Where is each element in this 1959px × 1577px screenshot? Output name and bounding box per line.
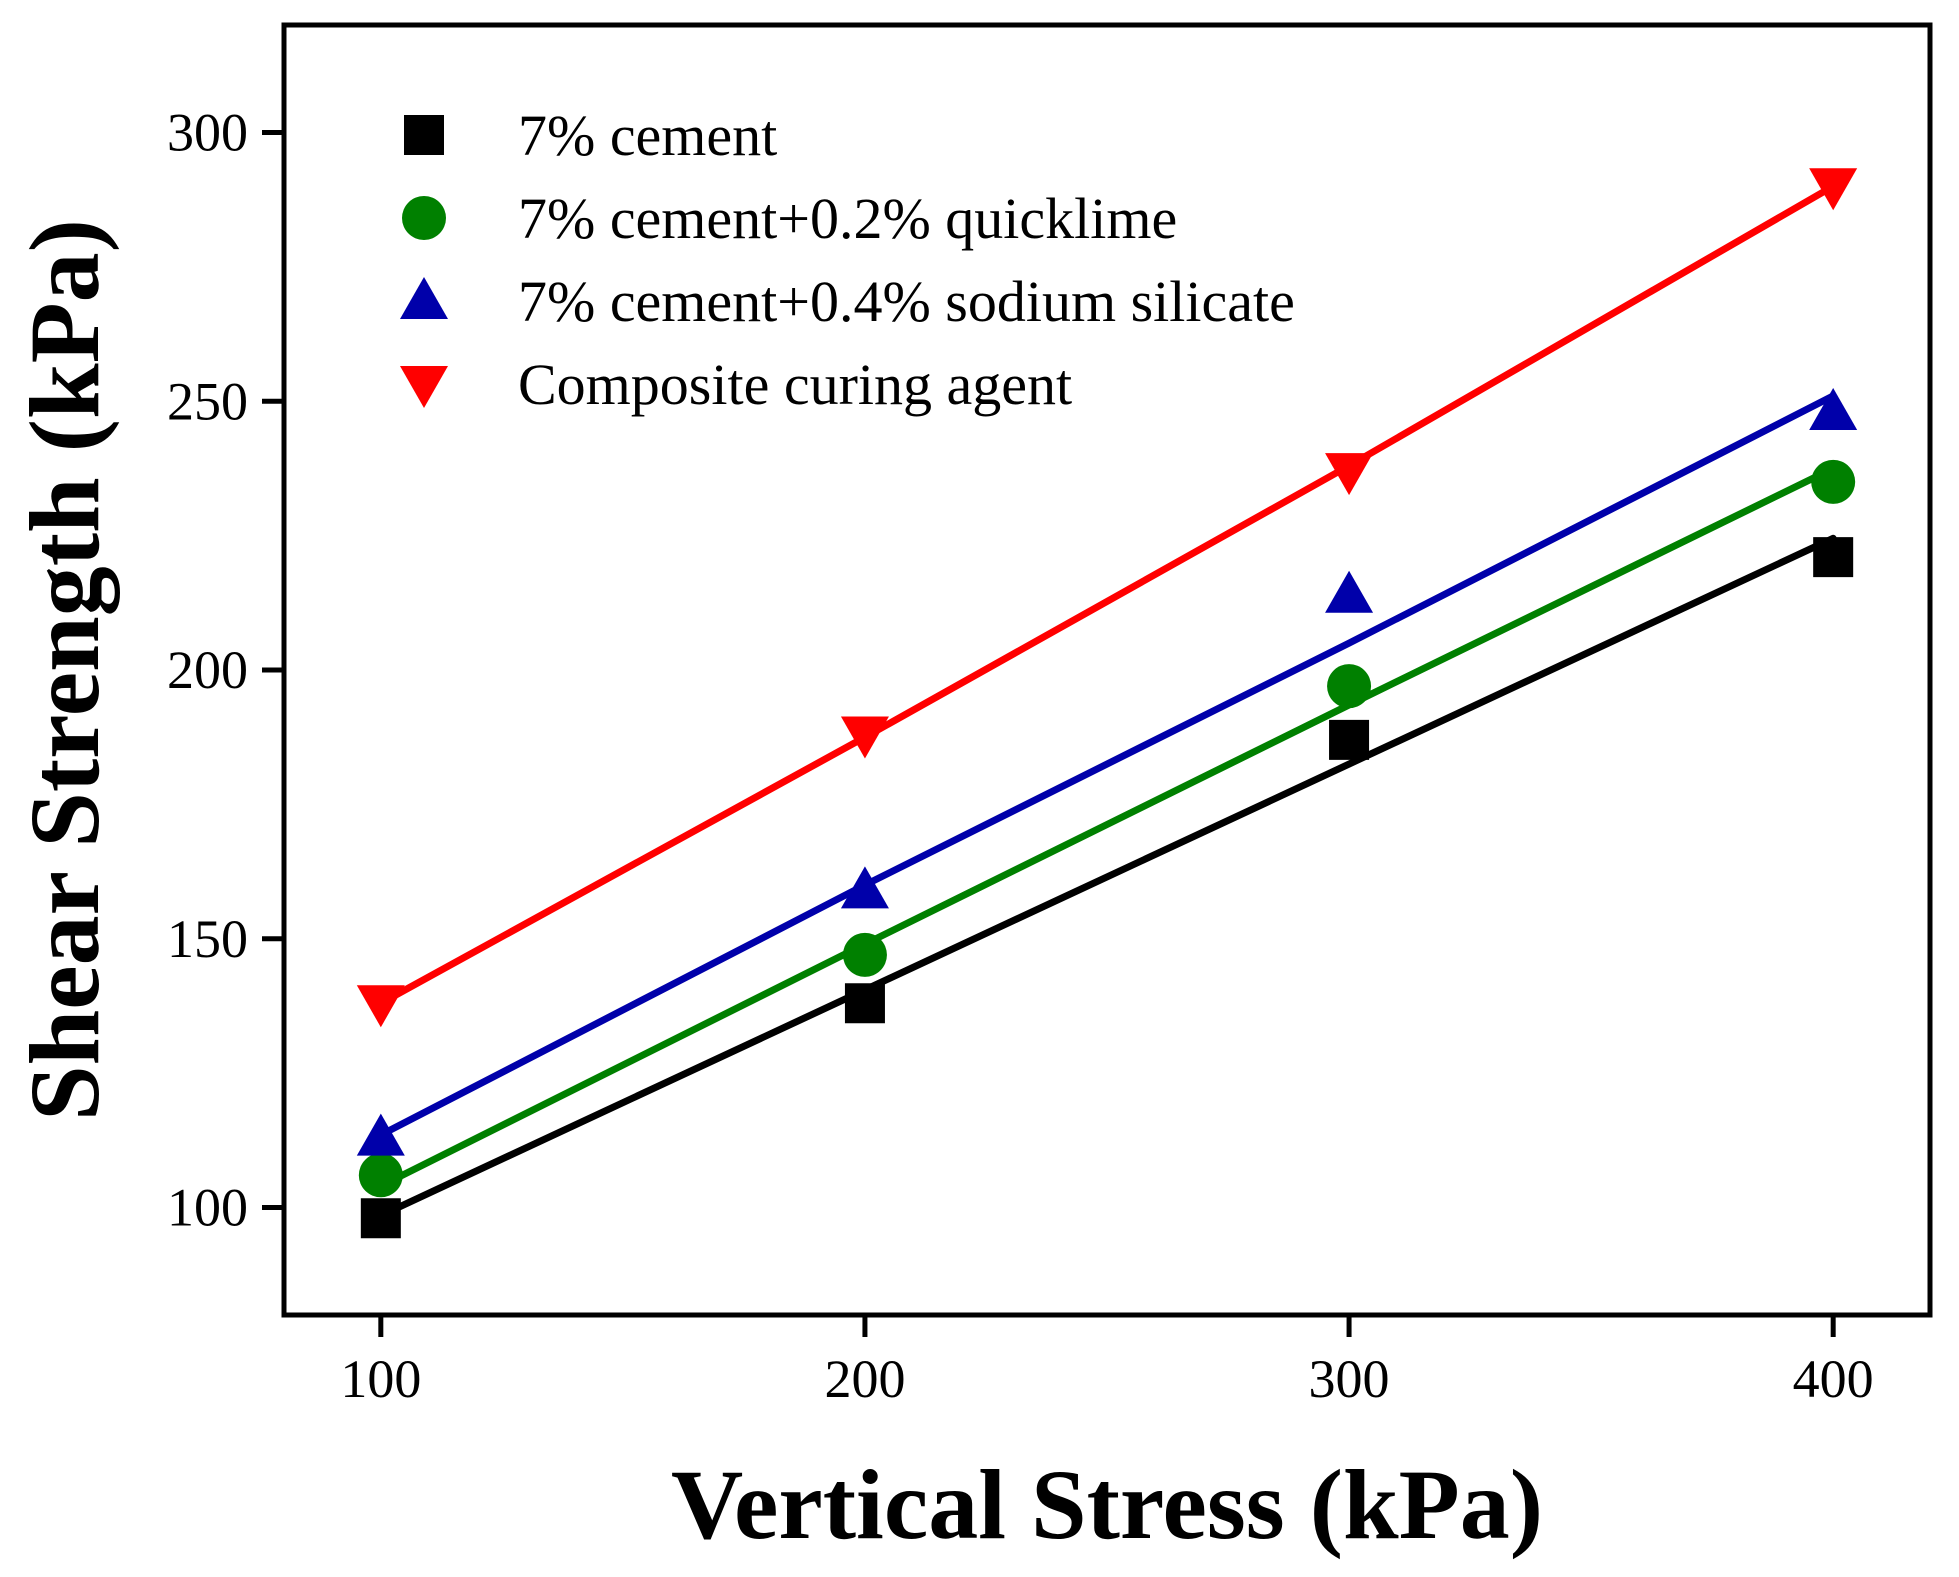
y-tick-label: 150 bbox=[167, 909, 248, 969]
data-point bbox=[1809, 168, 1858, 211]
legend-label: 7% cement+0.2% quicklime bbox=[518, 186, 1177, 251]
data-point bbox=[1325, 570, 1374, 613]
legend-marker bbox=[400, 366, 448, 408]
data-point bbox=[358, 1153, 403, 1198]
fit-lines bbox=[377, 182, 1837, 1220]
data-point bbox=[1813, 537, 1854, 578]
legend: 7% cement 7% cement+0.2% quicklime 7% ceme… bbox=[400, 103, 1295, 417]
y-tick-label: 100 bbox=[167, 1178, 248, 1238]
y-tick-label: 250 bbox=[167, 371, 248, 431]
data-point bbox=[1325, 453, 1374, 496]
fit-line bbox=[377, 392, 1837, 1139]
legend-label: 7% cement+0.4% sodium silicate bbox=[518, 269, 1295, 334]
y-axis: 100 150 200 250 300 bbox=[167, 103, 284, 1238]
x-tick-label: 400 bbox=[1793, 1349, 1874, 1409]
data-point bbox=[356, 1113, 405, 1156]
y-axis-title: Shear Strength (kPa) bbox=[9, 219, 120, 1121]
legend-marker bbox=[404, 115, 444, 155]
data-point bbox=[356, 985, 405, 1028]
y-tick-label: 300 bbox=[167, 103, 248, 163]
fit-line bbox=[377, 534, 1837, 1220]
x-axis-title: Vertical Stress (kPa) bbox=[671, 1449, 1543, 1560]
legend-marker bbox=[402, 196, 446, 240]
data-point bbox=[842, 932, 887, 977]
fit-line bbox=[377, 464, 1837, 1190]
x-tick-label: 300 bbox=[1309, 1349, 1390, 1409]
data-point bbox=[1811, 459, 1856, 504]
y-tick-label: 200 bbox=[167, 640, 248, 700]
fit-line bbox=[377, 182, 1837, 1007]
data-point bbox=[1327, 664, 1372, 709]
x-tick-label: 100 bbox=[340, 1349, 421, 1409]
legend-label: 7% cement bbox=[518, 103, 777, 168]
data-point bbox=[1329, 719, 1370, 760]
x-axis: 100 200 300 400 bbox=[340, 1315, 1874, 1409]
data-point bbox=[840, 716, 889, 759]
legend-marker bbox=[400, 277, 448, 319]
data-point bbox=[844, 983, 885, 1024]
data-markers bbox=[356, 168, 1858, 1239]
legend-label: Composite curing agent bbox=[518, 352, 1072, 417]
data-point bbox=[1809, 388, 1858, 430]
data-point bbox=[840, 866, 889, 909]
data-point bbox=[360, 1198, 401, 1239]
x-tick-label: 200 bbox=[824, 1349, 905, 1409]
